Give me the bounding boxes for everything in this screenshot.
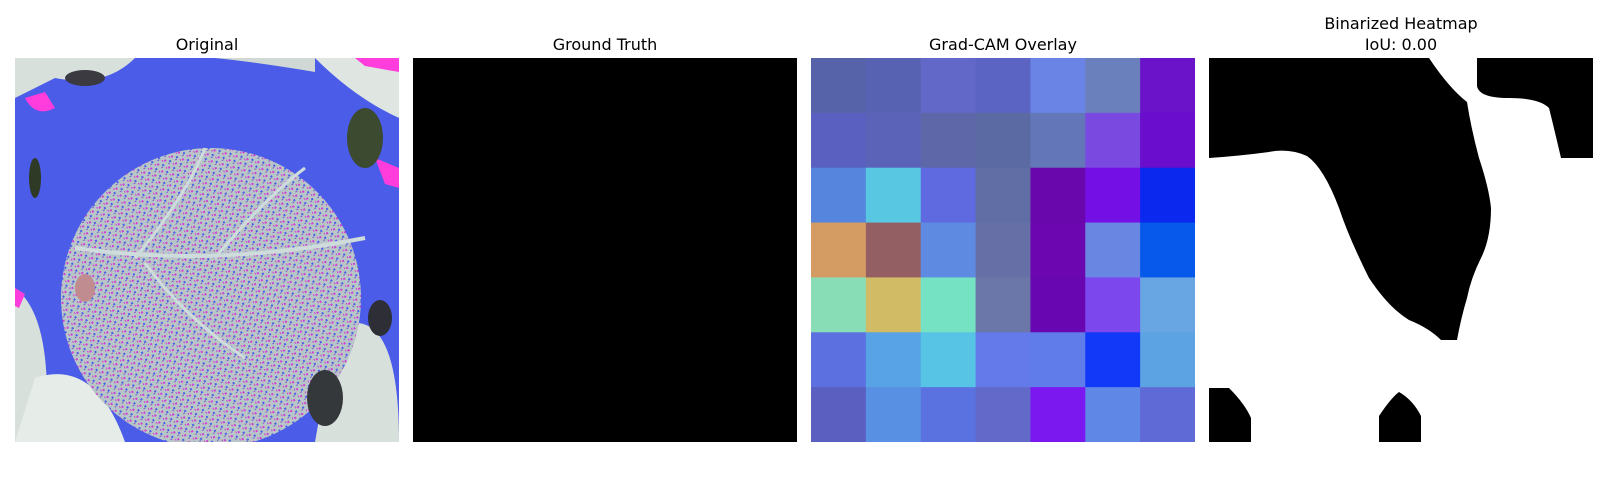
heatmap-cell	[1085, 222, 1141, 278]
heatmap-cell	[1140, 167, 1195, 224]
heatmap-cell	[975, 112, 1031, 169]
original-title: Original	[175, 35, 239, 54]
heatmap-cell	[811, 277, 867, 333]
heatmap-cell	[865, 332, 922, 388]
heatmap-cell	[1030, 167, 1086, 224]
heatmap-cell	[1140, 58, 1195, 114]
heatmap-cell	[975, 222, 1031, 278]
heatmap-cell	[811, 58, 867, 114]
heatmap-cell	[920, 58, 977, 114]
heatmap-cell	[1140, 112, 1195, 169]
gradcam-overlay	[811, 58, 1195, 442]
iou-label: IoU: 0.00	[1364, 35, 1438, 54]
heatmap-cell	[1030, 112, 1086, 169]
heatmap-cell	[920, 332, 977, 388]
heatmap-cell	[1030, 58, 1086, 114]
heatmap-cell	[865, 222, 922, 278]
heatmap-cell	[865, 58, 922, 114]
heatmap-cell	[975, 387, 1031, 442]
ground-truth-mask	[413, 58, 797, 442]
heatmap-cell	[811, 167, 867, 224]
ground-truth-title: Ground Truth	[552, 35, 658, 54]
heatmap-cell	[1140, 387, 1195, 442]
heatmap-cell	[1030, 332, 1086, 388]
heatmap-cell	[865, 387, 922, 442]
heatmap-cell	[920, 277, 977, 333]
heatmap-cell	[1030, 277, 1086, 333]
heatmap-cell	[1085, 167, 1141, 224]
heatmap-cell	[865, 167, 922, 224]
binarized-heatmap	[1209, 58, 1593, 442]
heatmap-cell	[1085, 332, 1141, 388]
heatmap-cell	[975, 277, 1031, 333]
original-image	[15, 58, 399, 442]
heatmap-cell	[975, 167, 1031, 224]
heatmap-cell	[1140, 277, 1195, 333]
heatmap-cell	[920, 222, 977, 278]
heatmap-cell	[1085, 277, 1141, 333]
heatmap-cell	[1140, 222, 1195, 278]
heatmap-cell	[865, 277, 922, 333]
heatmap-cell	[1085, 387, 1141, 442]
heatmap-cell	[920, 167, 977, 224]
heatmap-cell	[920, 387, 977, 442]
heatmap-cell	[865, 112, 922, 169]
heatmap-cell	[811, 222, 867, 278]
heatmap-cell	[1030, 387, 1086, 442]
heatmap-cell	[975, 58, 1031, 114]
heatmap-cell	[811, 332, 867, 388]
heatmap-cell	[975, 332, 1031, 388]
binarized-heatmap-title: Binarized Heatmap IoU: 0.00	[1209, 13, 1593, 55]
heatmap-cell	[1030, 222, 1086, 278]
heatmap-cell	[920, 112, 977, 169]
gradcam-overlay-title: Grad-CAM Overlay	[929, 35, 1077, 54]
heatmap-cell	[1085, 112, 1141, 169]
heatmap-cell	[811, 112, 867, 169]
heatmap-cell	[1085, 58, 1141, 114]
heatmap-cell	[1140, 332, 1195, 388]
heatmap-cell	[811, 387, 867, 442]
